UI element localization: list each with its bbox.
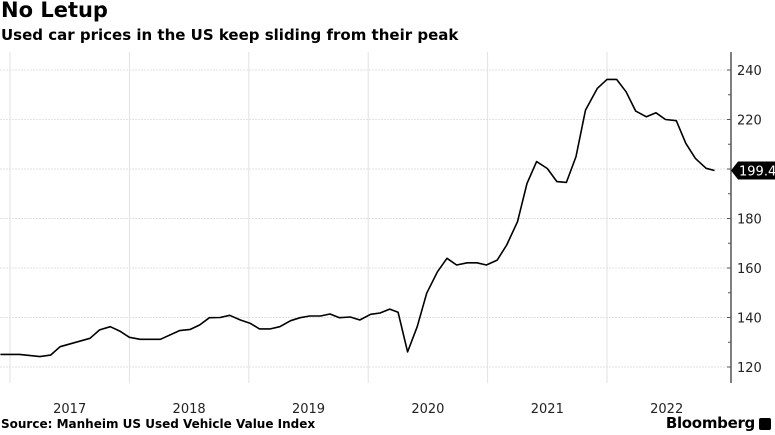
last-value-callout-bg bbox=[731, 161, 775, 180]
last-value-callout: 199.4 bbox=[731, 161, 775, 180]
y-tick-label: 240 bbox=[737, 64, 762, 79]
bloomberg-chart-icon bbox=[759, 418, 771, 430]
y-tick-label: 140 bbox=[737, 312, 762, 327]
y-axis-ticks: 120 140 160 180 220 240 bbox=[727, 64, 762, 376]
y-tick-label: 160 bbox=[737, 262, 762, 277]
x-tick-label: 2021 bbox=[531, 402, 564, 417]
last-value-label: 199.4 bbox=[739, 164, 775, 179]
series-line bbox=[0, 78, 715, 358]
y-tick-label: 120 bbox=[737, 361, 762, 376]
x-tick-label: 2018 bbox=[173, 402, 206, 417]
source-note: Source: Manheim US Used Vehicle Value In… bbox=[1, 417, 316, 431]
chart-subtitle: Used car prices in the US keep sliding f… bbox=[1, 26, 459, 44]
x-tick-label: 2022 bbox=[650, 402, 683, 417]
y-tick-label: 220 bbox=[737, 114, 762, 129]
y-tick-label: 180 bbox=[737, 213, 762, 228]
x-tick-label: 2019 bbox=[292, 402, 325, 417]
x-axis-ticks: 2017 2018 2019 2020 2021 2022 bbox=[53, 402, 683, 417]
x-tick-label: 2017 bbox=[53, 402, 86, 417]
gridlines bbox=[0, 52, 731, 383]
x-tick-label: 2020 bbox=[411, 402, 444, 417]
chart-title: No Letup bbox=[1, 0, 108, 22]
bloomberg-logo: Bloomberg bbox=[665, 414, 755, 432]
